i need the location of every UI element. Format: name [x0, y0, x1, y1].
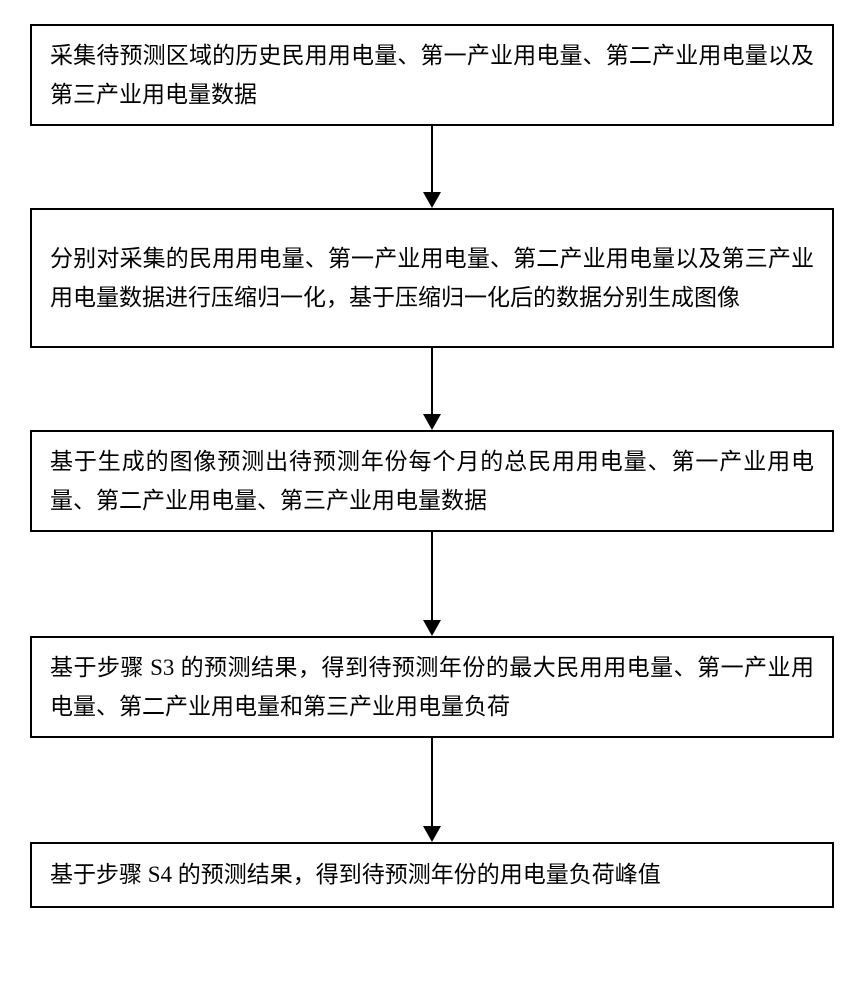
- flow-box-s2: 分别对采集的民用用电量、第一产业用电量、第二产业用电量以及第三产业用电量数据进行…: [30, 208, 834, 348]
- flow-box-text: 基于步骤 S3 的预测结果，得到待预测年份的最大民用用电量、第一产业用电量、第二…: [50, 648, 814, 726]
- flow-box-text: 分别对采集的民用用电量、第一产业用电量、第二产业用电量以及第三产业用电量数据进行…: [50, 239, 814, 317]
- flow-box-text: 基于生成的图像预测出待预测年份每个月的总民用用电量、第一产业用电量、第二产业用电…: [50, 442, 814, 520]
- flow-arrow: [423, 126, 441, 208]
- flow-arrow: [423, 532, 441, 636]
- flow-box-s3: 基于生成的图像预测出待预测年份每个月的总民用用电量、第一产业用电量、第二产业用电…: [30, 430, 834, 532]
- flowchart-canvas: 采集待预测区域的历史民用用电量、第一产业用电量、第二产业用电量以及第三产业用电量…: [0, 0, 864, 1000]
- flow-box-s1: 采集待预测区域的历史民用用电量、第一产业用电量、第二产业用电量以及第三产业用电量…: [30, 24, 834, 126]
- flow-box-s4: 基于步骤 S3 的预测结果，得到待预测年份的最大民用用电量、第一产业用电量、第二…: [30, 636, 834, 738]
- flow-box-text: 采集待预测区域的历史民用用电量、第一产业用电量、第二产业用电量以及第三产业用电量…: [50, 36, 814, 114]
- flow-arrow: [423, 738, 441, 842]
- flow-arrow: [423, 348, 441, 430]
- flow-box-text: 基于步骤 S4 的预测结果，得到待预测年份的用电量负荷峰值: [50, 855, 814, 894]
- flow-box-s5: 基于步骤 S4 的预测结果，得到待预测年份的用电量负荷峰值: [30, 842, 834, 908]
